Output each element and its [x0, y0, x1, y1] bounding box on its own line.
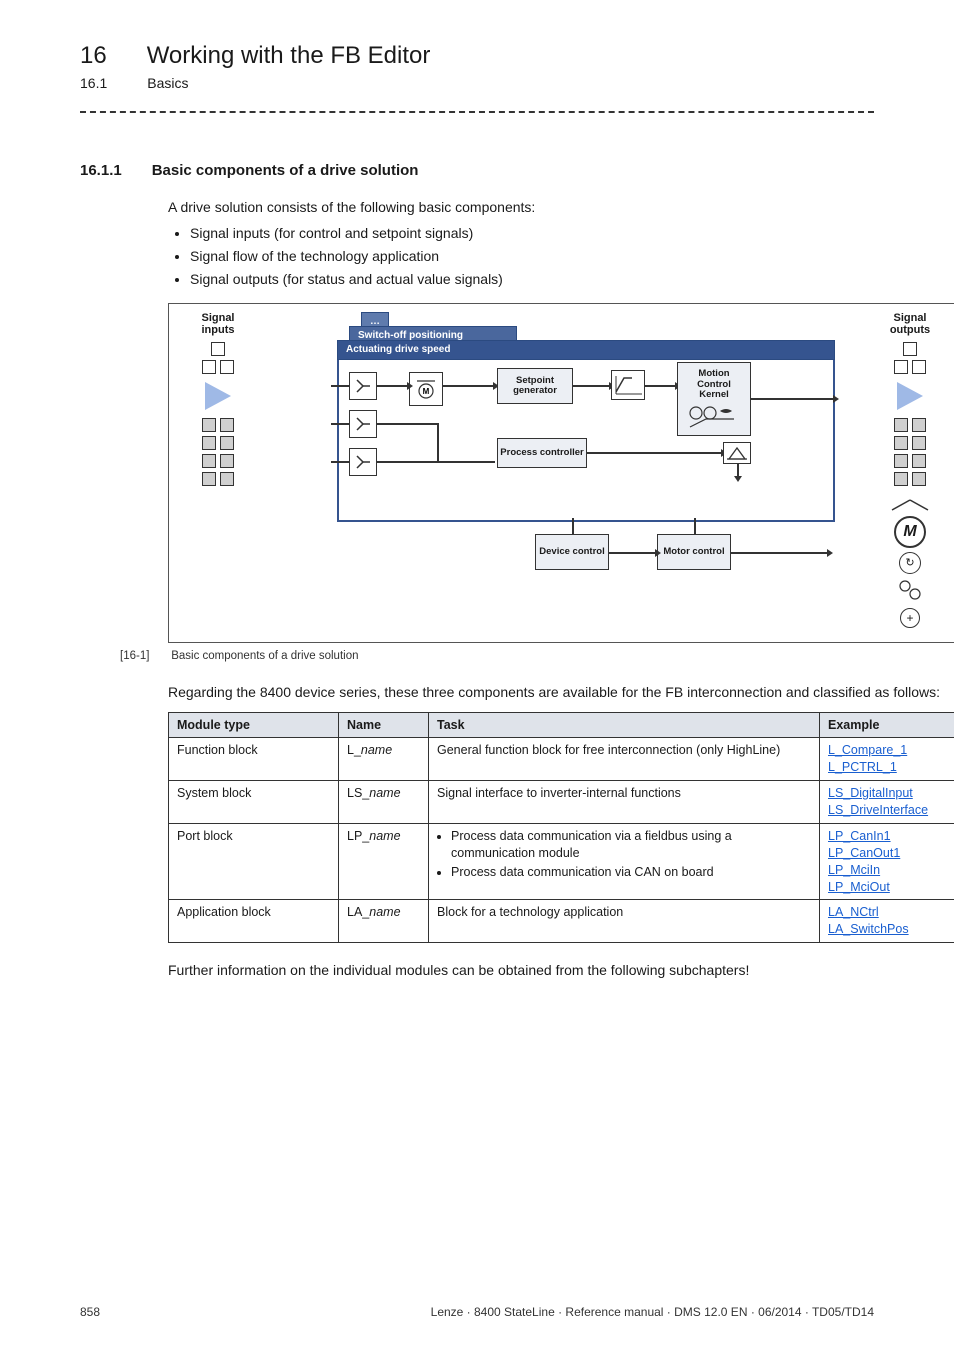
- signal-inputs-label: Signal inputs: [179, 312, 257, 336]
- example-link[interactable]: LP_CanIn1: [828, 829, 891, 843]
- example-link[interactable]: LA_SwitchPos: [828, 922, 909, 936]
- subchapter-number: 16.1: [80, 74, 107, 93]
- list-item: Signal inputs (for control and setpoint …: [190, 224, 874, 243]
- arrow-icon: [205, 382, 231, 410]
- table-header: Example: [820, 712, 954, 738]
- chapter-number: 16: [80, 40, 107, 72]
- figure-caption: [16-1] Basic components of a drive solut…: [120, 649, 874, 665]
- input-pictograms: [179, 342, 257, 486]
- tab-actuating: Actuating drive speed: [337, 340, 835, 360]
- arrow-icon: [897, 382, 923, 410]
- setpoint-generator-box: Setpoint generator: [497, 368, 573, 404]
- figure-drive-solution: Signal inputs Signal outputs: [168, 303, 954, 643]
- list-item: Signal flow of the technology applicatio…: [190, 247, 874, 266]
- table-header: Task: [429, 712, 820, 738]
- bullet-list: Signal inputs (for control and setpoint …: [168, 224, 874, 289]
- section-title: Basic components of a drive solution: [152, 161, 419, 181]
- page-footer: 858 Lenze · 8400 StateLine · Reference m…: [80, 1304, 874, 1320]
- table-header: Module type: [169, 712, 339, 738]
- diagram-stage: M Setpoint generator Motio: [337, 358, 835, 522]
- table-row: System blockLS_nameSignal interface to i…: [169, 781, 954, 824]
- cam-icon: [723, 442, 751, 464]
- doc-id: Lenze · 8400 StateLine · Reference manua…: [431, 1304, 874, 1320]
- example-link[interactable]: LP_MciIn: [828, 863, 880, 877]
- signal-outputs-label: Signal outputs: [871, 312, 949, 336]
- table-row: Function blockL_nameGeneral function blo…: [169, 738, 954, 781]
- example-link[interactable]: LS_DigitalInput: [828, 786, 913, 800]
- device-control-box: Device control: [535, 534, 609, 570]
- closing-text: Further information on the individual mo…: [168, 961, 954, 980]
- motor-icon: M: [894, 516, 926, 548]
- divider: [80, 111, 874, 113]
- table-header: Name: [339, 712, 429, 738]
- example-link[interactable]: LP_MciOut: [828, 880, 890, 894]
- coupling-icon: [890, 498, 930, 512]
- page-number: 858: [80, 1304, 100, 1320]
- example-link[interactable]: LA_NCtrl: [828, 905, 879, 919]
- example-link[interactable]: L_Compare_1: [828, 743, 907, 757]
- input-block-icon: [349, 448, 377, 476]
- mck-icon: [686, 405, 742, 429]
- output-pictograms: M ↻ +: [871, 342, 949, 628]
- table-row: Port blockLP_nameProcess data communicat…: [169, 823, 954, 900]
- section-number: 16.1.1: [80, 161, 122, 181]
- input-block-icon: [349, 372, 377, 400]
- module-table: Module type Name Task Example Function b…: [168, 712, 954, 944]
- svg-text:M: M: [423, 387, 430, 396]
- after-figure-text: Regarding the 8400 device series, these …: [168, 683, 954, 702]
- input-block-icon: [349, 410, 377, 438]
- example-link[interactable]: LS_DriveInterface: [828, 803, 928, 817]
- subchapter-title: Basics: [147, 74, 188, 93]
- motor-control-box: Motor control: [657, 534, 731, 570]
- example-link[interactable]: L_PCTRL_1: [828, 760, 897, 774]
- process-controller-box: Process controller: [497, 438, 587, 468]
- gear-icon: [897, 578, 923, 604]
- example-link[interactable]: LP_CanOut1: [828, 846, 900, 860]
- table-row: Application blockLA_nameBlock for a tech…: [169, 900, 954, 943]
- intro-text: A drive solution consists of the followi…: [168, 198, 874, 217]
- chapter-title: Working with the FB Editor: [147, 40, 431, 72]
- encoder-icon: ↻: [899, 552, 921, 574]
- motion-control-kernel-box: Motion Control Kernel: [677, 362, 751, 436]
- plus-icon: +: [900, 608, 920, 628]
- ramp-icon: [611, 370, 645, 400]
- list-item: Signal outputs (for status and actual va…: [190, 270, 874, 289]
- motor-ref-icon: M: [409, 372, 443, 406]
